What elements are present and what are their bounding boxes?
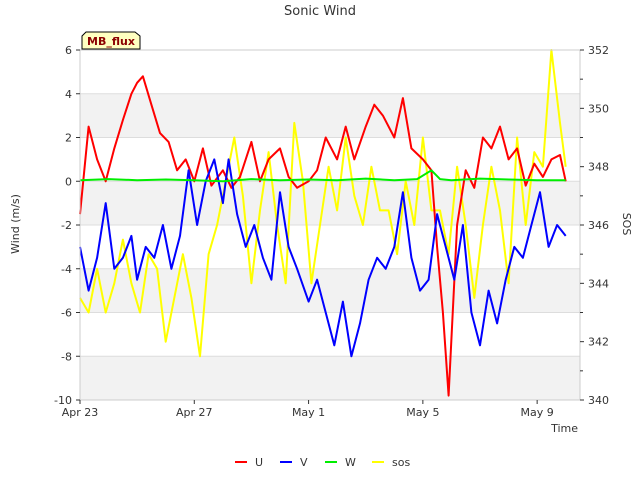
y2-tick-label: 344 xyxy=(588,277,609,290)
series-line-v xyxy=(79,158,567,358)
y-axis-label: Wind (m/s) xyxy=(9,194,22,254)
series-layer xyxy=(79,49,567,397)
x-tick-label: Apr 23 xyxy=(62,406,99,419)
x-axis-label: Time xyxy=(550,422,578,435)
y-tick-label: 6 xyxy=(65,44,72,57)
background-band xyxy=(80,356,580,400)
series-line-w xyxy=(79,169,566,183)
y-tick-label: -6 xyxy=(61,307,72,320)
y2-tick-label: 346 xyxy=(588,219,609,232)
x-tick-label: May 9 xyxy=(521,406,554,419)
background-band xyxy=(80,268,580,313)
y-tick-label: -4 xyxy=(61,263,72,276)
background-band xyxy=(80,50,580,94)
background-band xyxy=(80,312,580,357)
y-tick-label: -2 xyxy=(61,219,72,232)
y2-axis-label: SOS xyxy=(620,213,633,236)
y2-tick-label: 340 xyxy=(588,394,609,407)
chart-title: Sonic Wind xyxy=(284,4,356,19)
series-line-sos xyxy=(79,49,567,358)
y-tick-label: 0 xyxy=(65,175,72,188)
legend-label-w: W xyxy=(345,456,356,469)
x-tick-label: Apr 27 xyxy=(176,406,213,419)
x-axis-ticks: Apr 23 Apr 27 May 1 May 5 May 9 xyxy=(62,400,554,419)
station-badge: MB_flux xyxy=(81,31,141,50)
background-band xyxy=(80,93,580,138)
x-tick-label: May 5 xyxy=(406,406,439,419)
y2-tick-label: 348 xyxy=(588,161,609,174)
series-line-u xyxy=(79,75,567,397)
station-badge-box xyxy=(81,31,141,50)
y2-tick-label: 342 xyxy=(588,336,609,349)
background-band xyxy=(80,181,580,225)
x-tick-label: May 1 xyxy=(292,406,325,419)
y-tick-label: -8 xyxy=(61,350,72,363)
legend-label-sos: sos xyxy=(392,456,410,469)
station-badge-label: MB_flux xyxy=(87,35,135,48)
y2-tick-label: 352 xyxy=(588,44,609,57)
y2-axis-ticks: 340 342 344 346 348 350 352 xyxy=(580,44,609,407)
y-tick-label: 2 xyxy=(65,132,72,145)
y2-tick-label: 350 xyxy=(588,102,609,115)
legend-label-v: V xyxy=(300,456,308,469)
y-axis-ticks: -10 -8 -6 -4 -2 0 2 4 6 xyxy=(54,44,80,407)
legend-label-u: U xyxy=(255,456,263,469)
y-tick-label: -10 xyxy=(54,394,72,407)
y-tick-label: 4 xyxy=(65,88,72,101)
